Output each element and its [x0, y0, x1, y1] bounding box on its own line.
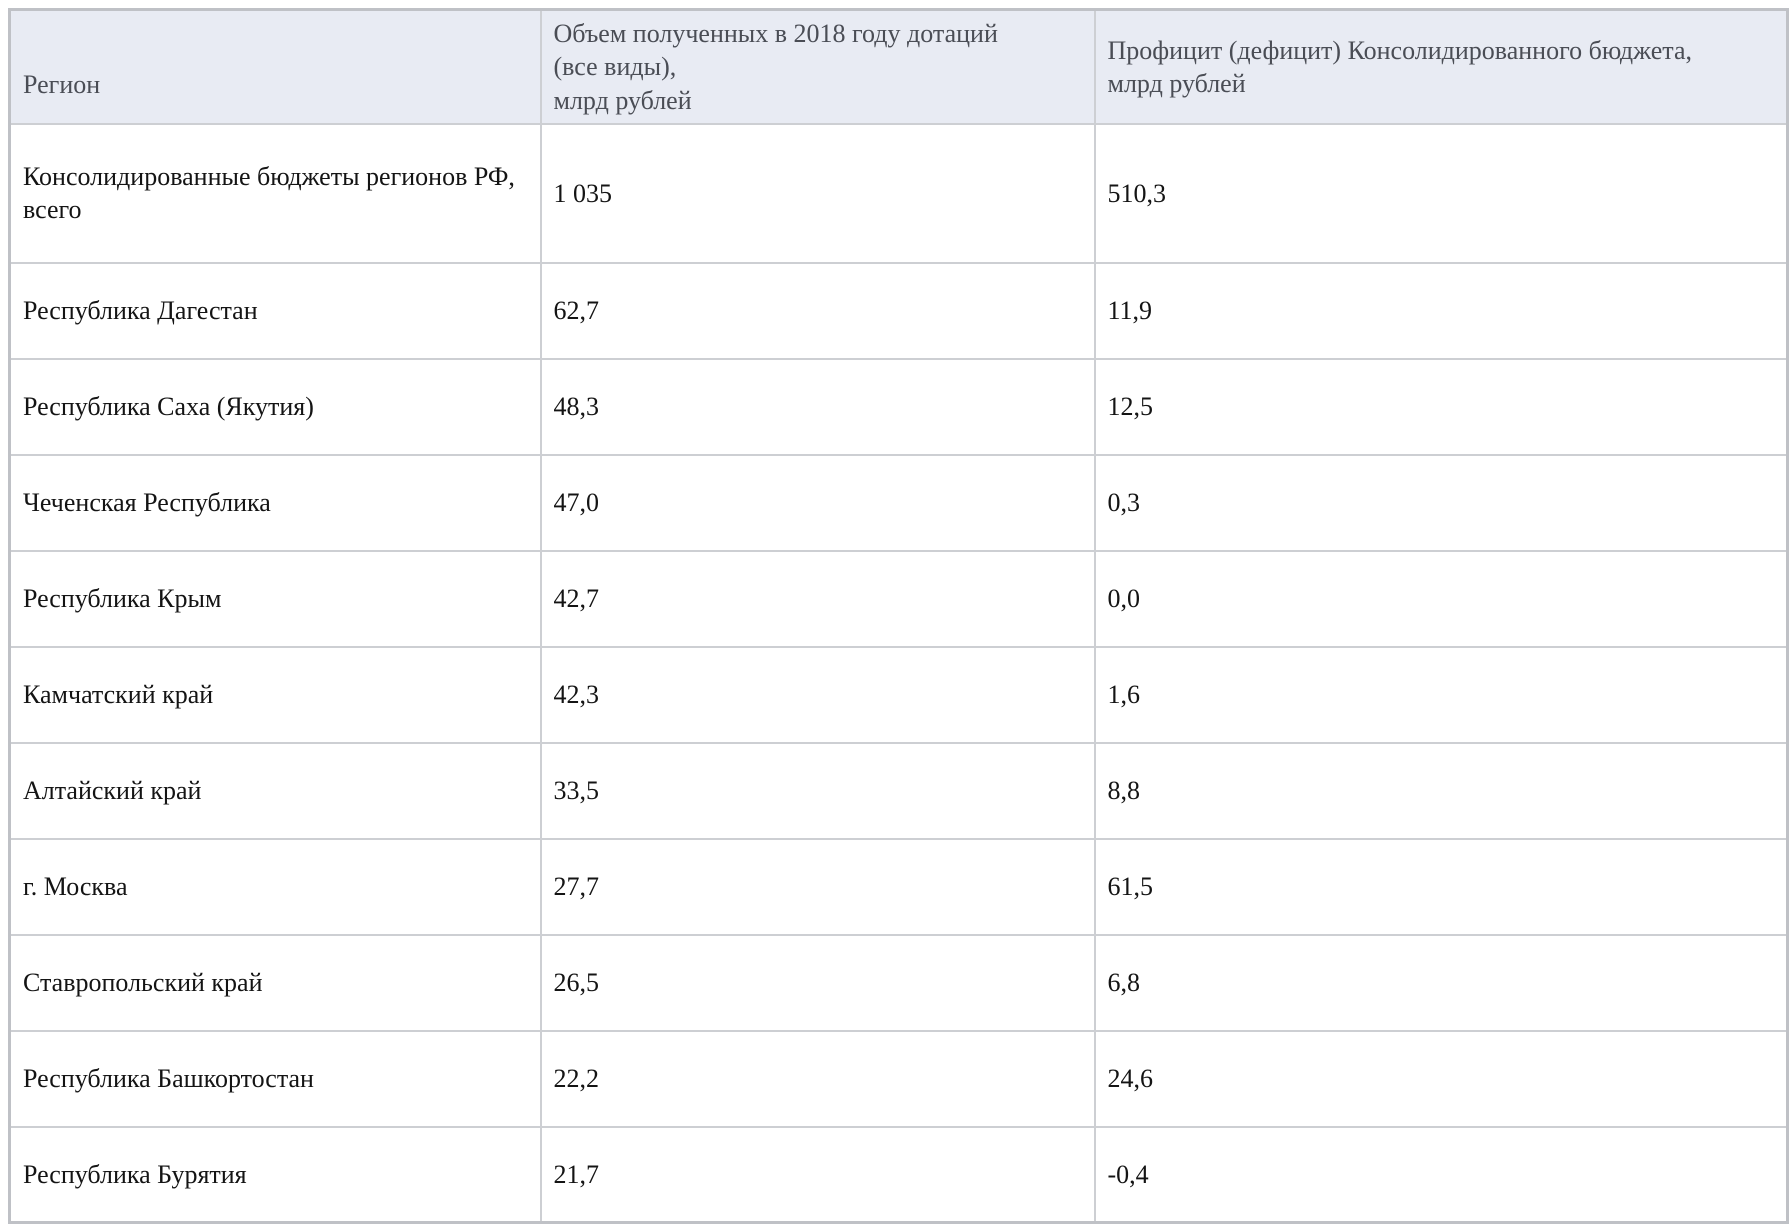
surplus-cell: 24,6: [1093, 1029, 1789, 1128]
region-cell: Камчатский край: [8, 645, 542, 744]
surplus-cell: 61,5: [1093, 837, 1789, 936]
subsidies-cell: 33,5: [539, 741, 1096, 840]
region-cell: Республика Дагестан: [8, 261, 542, 360]
surplus-cell: 1,6: [1093, 645, 1789, 744]
column-header-surplus: Профицит (дефицит) Консолидированного бю…: [1093, 8, 1789, 125]
table-row: Республика Саха (Якутия) 48,3 12,5: [8, 357, 1789, 456]
surplus-cell: 11,9: [1093, 261, 1789, 360]
region-cell: Республика Крым: [8, 549, 542, 648]
table-row: г. Москва 27,7 61,5: [8, 837, 1789, 936]
subsidies-cell: 42,3: [539, 645, 1096, 744]
region-cell: Алтайский край: [8, 741, 542, 840]
table-header: Регион Объем полученных в 2018 году дота…: [8, 8, 1789, 125]
table-row: Алтайский край 33,5 8,8: [8, 741, 1789, 840]
subsidies-cell: 22,2: [539, 1029, 1096, 1128]
subsidies-cell: 62,7: [539, 261, 1096, 360]
table-row: Камчатский край 42,3 1,6: [8, 645, 1789, 744]
surplus-cell: 510,3: [1093, 122, 1789, 264]
region-cell: Консолидированные бюджеты регионов РФ, в…: [8, 122, 542, 264]
surplus-cell: 0,0: [1093, 549, 1789, 648]
region-cell: Республика Башкортостан: [8, 1029, 542, 1128]
surplus-cell: 12,5: [1093, 357, 1789, 456]
table-row: Республика Дагестан 62,7 11,9: [8, 261, 1789, 360]
subsidies-cell: 48,3: [539, 357, 1096, 456]
table-row: Чеченская Республика 47,0 0,3: [8, 453, 1789, 552]
subsidies-cell: 26,5: [539, 933, 1096, 1032]
subsidies-cell: 1 035: [539, 122, 1096, 264]
subsidies-cell: 27,7: [539, 837, 1096, 936]
column-header-subsidies: Объем полученных в 2018 году дотаций (вс…: [539, 8, 1096, 125]
surplus-cell: 8,8: [1093, 741, 1789, 840]
table-row: Республика Крым 42,7 0,0: [8, 549, 1789, 648]
region-cell: Республика Бурятия: [8, 1125, 542, 1224]
table-row: Ставропольский край 26,5 6,8: [8, 933, 1789, 1032]
surplus-cell: 6,8: [1093, 933, 1789, 1032]
region-cell: Чеченская Республика: [8, 453, 542, 552]
region-cell: Республика Саха (Якутия): [8, 357, 542, 456]
table-body: Консолидированные бюджеты регионов РФ, в…: [8, 122, 1789, 1224]
region-cell: Ставропольский край: [8, 933, 542, 1032]
table-row: Консолидированные бюджеты регионов РФ, в…: [8, 122, 1789, 264]
surplus-cell: 0,3: [1093, 453, 1789, 552]
subsidies-cell: 21,7: [539, 1125, 1096, 1224]
surplus-cell: -0,4: [1093, 1125, 1789, 1224]
table-row: Республика Бурятия 21,7 -0,4: [8, 1125, 1789, 1224]
column-header-region: Регион: [8, 8, 542, 125]
regions-subsidies-table: Регион Объем полученных в 2018 году дота…: [8, 8, 1789, 1225]
header-row: Регион Объем полученных в 2018 году дота…: [8, 8, 1789, 125]
subsidies-cell: 42,7: [539, 549, 1096, 648]
subsidies-cell: 47,0: [539, 453, 1096, 552]
region-cell: г. Москва: [8, 837, 542, 936]
table-row: Республика Башкортостан 22,2 24,6: [8, 1029, 1789, 1128]
